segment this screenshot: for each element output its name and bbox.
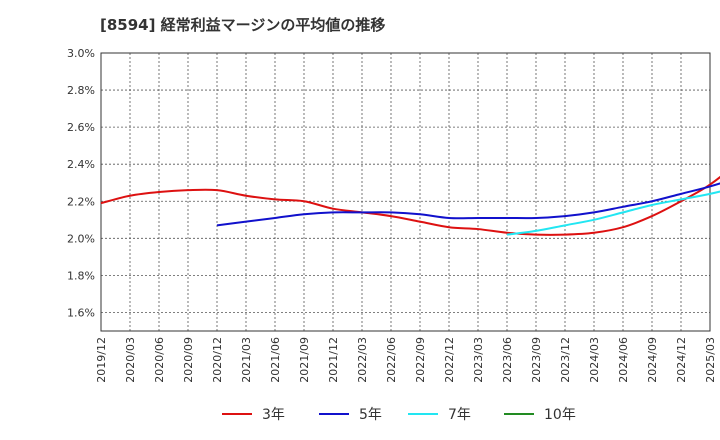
- y-tick-label: 2.6%: [67, 121, 95, 134]
- y-tick-label: 1.6%: [67, 306, 95, 319]
- y-tick-label: 1.8%: [67, 269, 95, 282]
- x-tick-label: 2019/12: [95, 337, 108, 383]
- y-tick-label: 2.0%: [67, 232, 95, 245]
- x-tick-label: 2020/03: [124, 337, 137, 383]
- x-tick-label: 2021/12: [327, 337, 340, 383]
- x-tick-label: 2022/09: [414, 337, 427, 383]
- legend-label-2: 5年: [359, 407, 382, 423]
- x-tick-label: 2024/12: [675, 337, 688, 383]
- x-tick-label: 2022/06: [385, 337, 398, 383]
- x-tick-label: 2022/03: [356, 337, 369, 383]
- y-tick-label: 2.4%: [67, 158, 95, 171]
- x-tick-label: 2023/06: [501, 337, 514, 383]
- chart-title: [8594] 経常利益マージンの平均値の推移: [100, 16, 386, 34]
- x-tick-label: 2025/03: [704, 337, 717, 383]
- x-axis: 2019/12 2020/03 2020/06 2020/09 2020/12 2021/…: [95, 337, 717, 383]
- x-tick-label: 2024/09: [646, 337, 659, 383]
- y-tick-label: 2.2%: [67, 195, 95, 208]
- series-line-3: [506, 190, 720, 236]
- x-tick-label: 2023/12: [559, 337, 572, 383]
- legend: 3年 5年 7年 10年: [222, 407, 576, 423]
- legend-label-3: 7年: [448, 407, 471, 423]
- y-tick-label: 2.8%: [67, 84, 95, 97]
- legend-label-4: 10年: [544, 407, 576, 423]
- x-tick-label: 2021/03: [240, 337, 253, 383]
- plot-frame: [100, 52, 711, 332]
- series: [100, 175, 720, 236]
- x-tick-label: 2020/12: [211, 337, 224, 383]
- legend-label-1: 3年: [262, 407, 285, 423]
- x-tick-label: 2022/12: [443, 337, 456, 383]
- x-tick-label: 2024/06: [617, 337, 630, 383]
- y-tick-label: 3.0%: [67, 47, 95, 60]
- grid: [101, 53, 710, 331]
- x-tick-label: 2020/09: [182, 337, 195, 383]
- x-tick-label: 2023/03: [472, 337, 485, 383]
- series-line-2: [216, 182, 720, 227]
- x-tick-label: 2020/06: [153, 337, 166, 383]
- x-tick-label: 2021/09: [298, 337, 311, 383]
- x-tick-label: 2023/09: [530, 337, 543, 383]
- x-tick-label: 2024/03: [588, 337, 601, 383]
- y-axis: 1.6% 1.8% 2.0% 2.2% 2.4% 2.6% 2.8% 3.0%: [67, 47, 95, 319]
- series-line-1: [100, 175, 720, 236]
- x-tick-label: 2021/06: [269, 337, 282, 383]
